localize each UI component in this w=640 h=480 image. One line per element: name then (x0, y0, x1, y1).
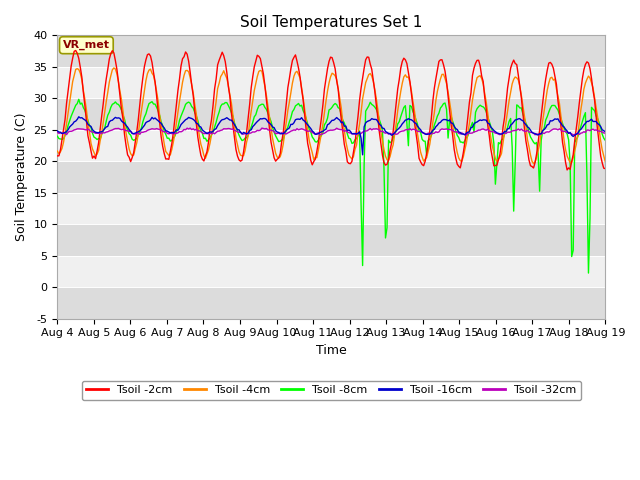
Bar (58, 98, 605, 130)
Text: VR_met: VR_met (63, 40, 110, 50)
Bar (58, 224, 605, 256)
Bar (58, 287, 605, 319)
X-axis label: Time: Time (316, 344, 347, 357)
Bar (58, 36, 605, 67)
Title: Soil Temperatures Set 1: Soil Temperatures Set 1 (240, 15, 422, 30)
Y-axis label: Soil Temperature (C): Soil Temperature (C) (15, 113, 28, 241)
Bar (58, 161, 605, 193)
Legend: Tsoil -2cm, Tsoil -4cm, Tsoil -8cm, Tsoil -16cm, Tsoil -32cm: Tsoil -2cm, Tsoil -4cm, Tsoil -8cm, Tsoi… (82, 381, 581, 400)
